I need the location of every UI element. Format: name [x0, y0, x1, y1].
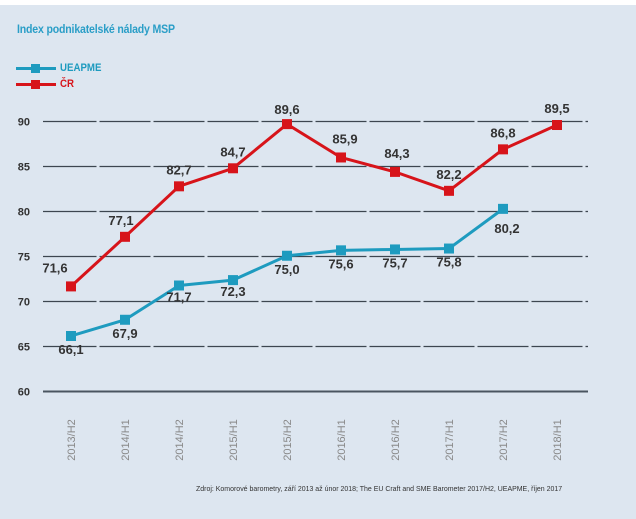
legend-label-ueapme: UEAPME	[60, 62, 102, 74]
chart-panel	[0, 5, 636, 519]
x-tick-label: 2015/H2	[282, 419, 294, 461]
marker-cr	[498, 144, 508, 155]
data-label-cr: 77,1	[108, 213, 133, 228]
y-tick-label: 70	[18, 297, 30, 309]
data-label-ueapme: 75,0	[274, 262, 299, 277]
marker-ueapme	[390, 244, 400, 255]
y-tick-label: 85	[18, 162, 30, 174]
marker-ueapme	[174, 280, 184, 291]
marker-ueapme	[120, 314, 130, 325]
data-label-cr: 82,2	[436, 167, 461, 182]
gridlines	[43, 120, 588, 393]
data-label-ueapme: 66,1	[58, 342, 83, 357]
x-tick-label: 2018/H1	[552, 419, 564, 461]
marker-cr	[552, 120, 562, 131]
x-tick-label: 2017/H2	[498, 419, 510, 461]
marker-ueapme	[498, 203, 508, 214]
data-label-cr: 85,9	[332, 131, 357, 146]
y-tick-label: 60	[18, 387, 30, 399]
marker-cr	[336, 152, 346, 163]
x-tick-label: 2014/H2	[174, 419, 186, 461]
legend-item-cr: ČR	[16, 76, 107, 92]
y-tick-label: 75	[18, 252, 30, 264]
chart-title: Index podnikatelské nálady MSP	[17, 22, 175, 36]
x-tick-label: 2017/H1	[444, 419, 456, 461]
x-tick-label: 2016/H1	[336, 419, 348, 461]
x-tick-label: 2016/H2	[390, 419, 402, 461]
x-axis: 2013/H2 2014/H1 2014/H2 2015/H1 2015/H2 2016/…	[66, 419, 564, 461]
data-labels: 66,1 67,9 71,7 72,3 75,0 75,6 75,7 75,8 80,2 71,6…	[42, 101, 569, 357]
marker-cr	[444, 185, 454, 196]
source-note: Zdroj: Komorové barometry, září 2013 až …	[196, 484, 563, 493]
data-label-ueapme: 72,3	[220, 284, 245, 299]
data-label-ueapme: 75,8	[436, 255, 461, 270]
marker-cr	[66, 281, 76, 292]
marker-ueapme	[66, 330, 76, 341]
marker-cr	[282, 119, 292, 130]
series-group	[66, 119, 562, 341]
legend-swatch-cr	[16, 78, 56, 90]
x-tick-label: 2015/H1	[228, 419, 240, 461]
y-tick-label: 80	[18, 207, 30, 219]
marker-cr	[390, 166, 400, 177]
data-label-ueapme: 75,7	[382, 255, 407, 270]
data-label-ueapme: 67,9	[112, 326, 137, 341]
data-label-cr: 89,5	[544, 101, 569, 116]
data-label-ueapme: 75,6	[328, 256, 353, 271]
data-label-ueapme: 80,2	[494, 221, 519, 236]
marker-ueapme	[336, 245, 346, 256]
legend: UEAPME ČR	[16, 60, 107, 92]
marker-cr	[120, 231, 130, 242]
marker-cr	[228, 163, 238, 174]
data-label-ueapme: 71,7	[166, 290, 191, 305]
data-label-cr: 82,7	[166, 162, 191, 177]
data-label-cr: 84,7	[220, 144, 245, 159]
data-label-cr: 86,8	[490, 125, 515, 140]
y-tick-label: 90	[18, 117, 30, 129]
x-tick-label: 2014/H1	[120, 419, 132, 461]
series-line-cr	[69, 122, 558, 288]
data-label-cr: 89,6	[274, 102, 299, 117]
x-tick-label: 2013/H2	[66, 419, 78, 461]
legend-label-cr: ČR	[60, 78, 74, 90]
y-tick-label: 65	[18, 342, 30, 354]
legend-item-ueapme: UEAPME	[16, 60, 107, 76]
data-label-cr: 71,6	[42, 260, 67, 275]
marker-ueapme	[228, 275, 238, 286]
data-label-cr: 84,3	[384, 146, 409, 161]
marker-ueapme	[282, 250, 292, 261]
y-axis: 60 65 70 75 80 85 90	[18, 117, 30, 399]
legend-swatch-ueapme	[16, 62, 56, 74]
marker-ueapme	[444, 243, 454, 254]
marker-cr	[174, 181, 184, 192]
